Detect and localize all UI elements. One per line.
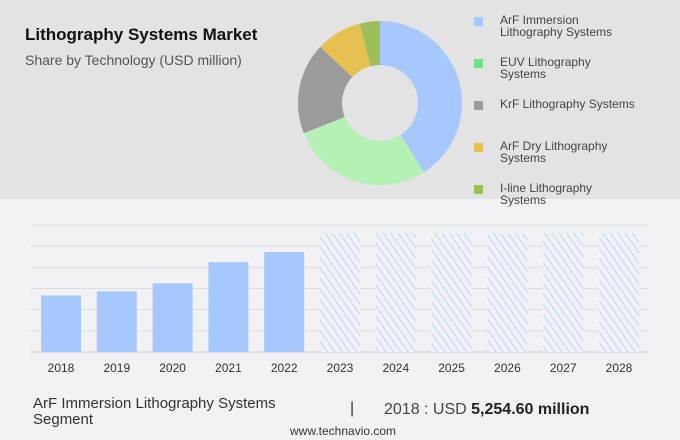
legend-label: KrF Lithography Systems: [500, 97, 635, 111]
legend-swatch: [474, 17, 483, 26]
donut-slice-3: [320, 23, 371, 77]
donut-chart: [298, 21, 462, 185]
separator: |: [350, 400, 355, 417]
value-amount: 5,254.60 million: [471, 401, 590, 418]
forecast-bar-2023: [320, 233, 360, 352]
x-tick-label: 2020: [159, 361, 186, 375]
forecast-bar-2025: [431, 233, 472, 352]
bar-2020: [152, 283, 193, 352]
bar-2022: [264, 252, 305, 352]
legend-swatch: [474, 143, 483, 152]
forecast-bar-2027: [543, 233, 584, 352]
donut-slice-1: [303, 116, 424, 185]
legend-label: I-line Lithography Systems: [500, 181, 593, 207]
segment-label: ArF Immersion Lithography Systems Segmen…: [33, 395, 276, 428]
donut-slice-4: [359, 21, 380, 67]
bar-2018: [41, 295, 81, 352]
x-tick-label: 2024: [382, 361, 409, 375]
forecast-bar-2026: [487, 233, 528, 352]
bar-2021: [208, 262, 249, 352]
legend-label: ArF Immersion Lithography Systems: [500, 13, 613, 39]
legend-swatch: [474, 59, 483, 68]
legend-swatch: [474, 185, 483, 194]
chart-title: Lithography Systems Market: [25, 25, 258, 44]
x-tick-label: 2023: [327, 361, 354, 375]
x-tick-label: 2028: [606, 361, 633, 375]
x-tick-label: 2027: [550, 361, 577, 375]
forecast-bar-2024: [375, 233, 416, 352]
site-url[interactable]: www.technavio.com: [290, 424, 397, 438]
forecast-bar-2028: [599, 233, 639, 352]
x-tick-label: 2019: [103, 361, 130, 375]
legend-label: EUV Lithography Systems: [500, 55, 591, 81]
legend-swatch: [474, 101, 483, 110]
bar-2019: [96, 291, 137, 352]
chart-subtitle: Share by Technology (USD million): [25, 52, 242, 68]
x-tick-label: 2018: [48, 361, 75, 375]
x-tick-label: 2022: [271, 361, 298, 375]
donut-slice-0: [380, 21, 462, 173]
x-tick-label: 2025: [438, 361, 465, 375]
bar-chart: 2018 2019 2020 2021 2022 2023 2024 2025 2026 2027…: [30, 224, 648, 375]
x-tick-label: 2026: [494, 361, 521, 375]
segment-value: 2018 : USD 5,254.60 million: [384, 401, 589, 419]
donut-slice-2: [298, 46, 353, 134]
x-tick-label: 2021: [215, 361, 242, 375]
legend-label: ArF Dry Lithography Systems: [500, 139, 608, 165]
year-label: 2018 : USD: [384, 401, 472, 418]
